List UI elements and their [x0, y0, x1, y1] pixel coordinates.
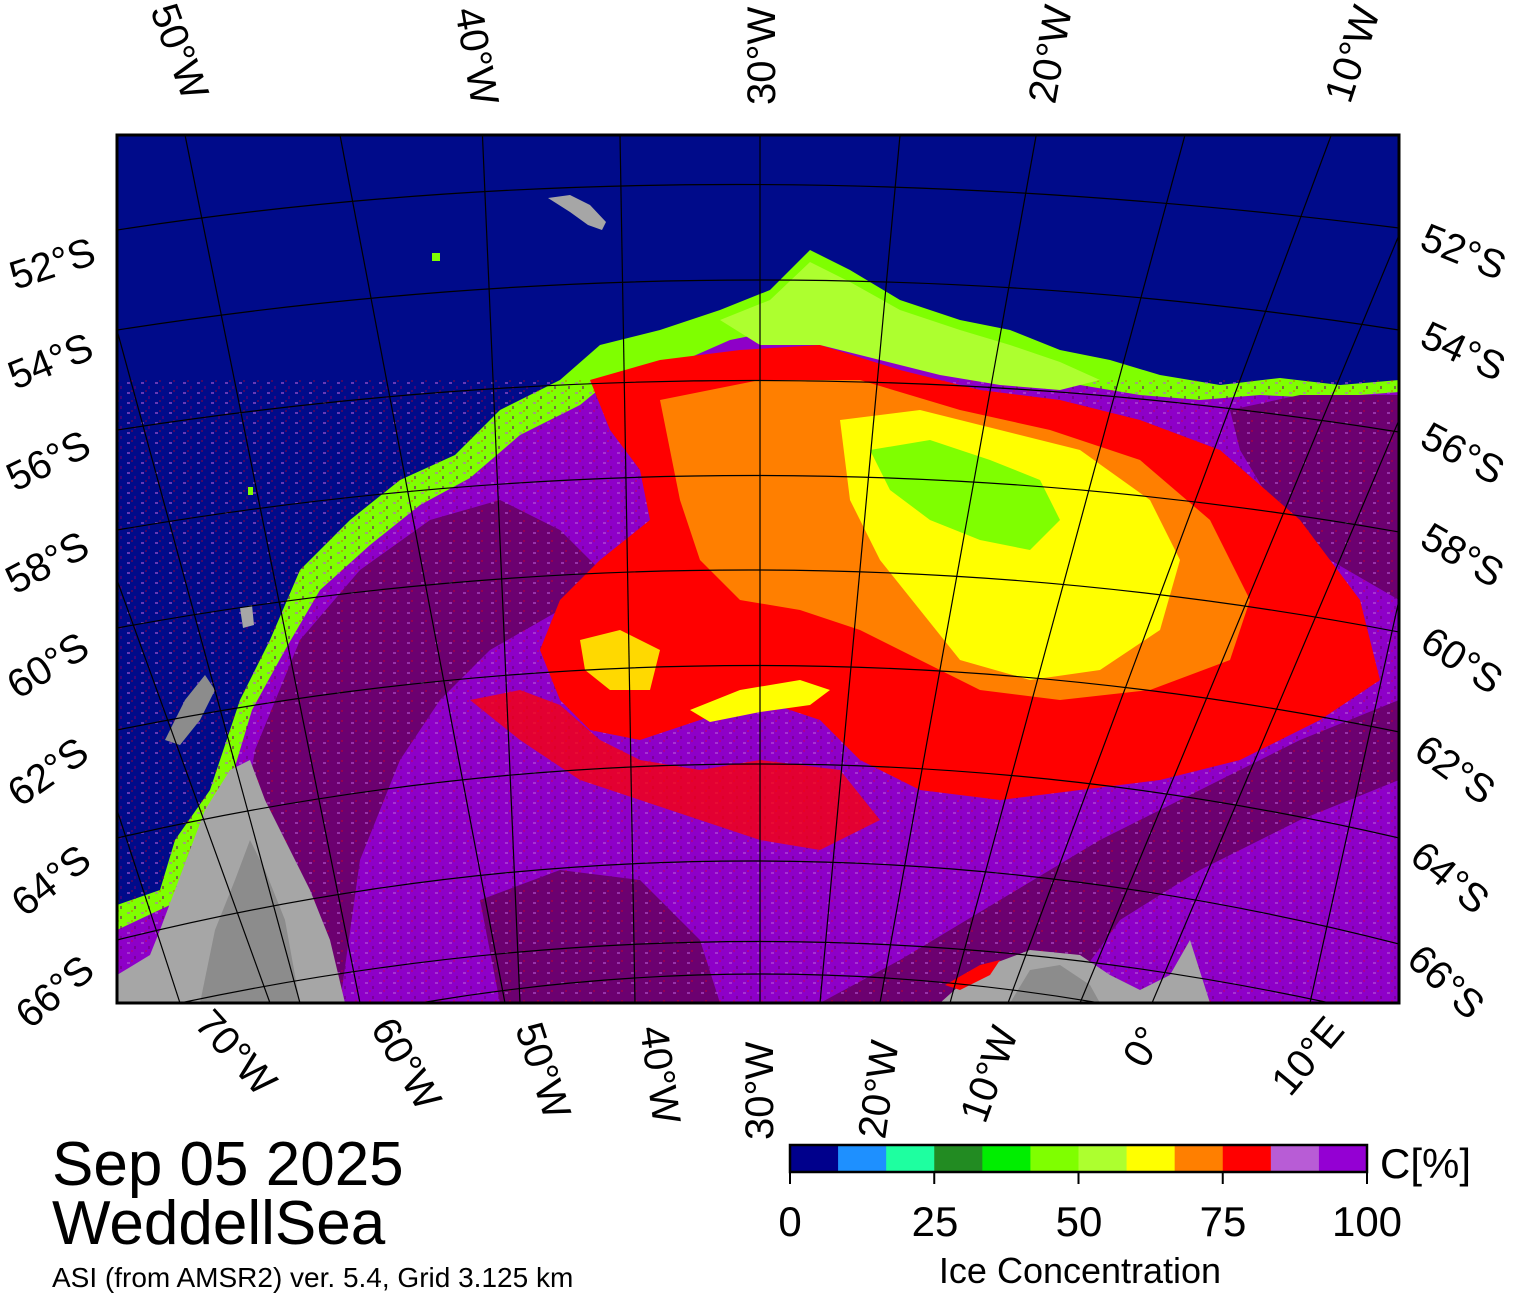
island-small	[432, 253, 440, 261]
parallel-52s	[117, 183, 1399, 231]
parallel-54s	[117, 279, 1399, 331]
parallel-60s	[117, 569, 1399, 633]
lon-label-top: 10°W	[1317, 1, 1389, 108]
meridian-5w	[1079, 234, 1399, 1003]
lon-label-bottom: 20°W	[850, 1038, 907, 1142]
lat-label-left: 62°S	[0, 729, 97, 815]
colorbar-swatch	[838, 1145, 887, 1172]
lon-label-bottom: 40°W	[631, 1023, 688, 1127]
meridian-35w	[619, 135, 636, 1003]
island-dot	[248, 487, 253, 495]
ice-low-zone	[870, 440, 1060, 550]
island-west	[240, 605, 254, 628]
lat-label-right: 62°S	[1407, 727, 1503, 814]
parallel-68s	[179, 940, 1331, 1003]
colorbar-swatch	[1078, 1145, 1128, 1172]
colorbar-tick-label: 75	[1199, 1198, 1247, 1245]
meridian-25w	[819, 135, 901, 1003]
lat-label-left: 54°S	[2, 325, 99, 398]
colorbar-swatch	[886, 1145, 935, 1172]
colorbar-swatch	[790, 1145, 839, 1172]
meridian-40w-top	[481, 135, 521, 1003]
lon-label-bottom: 10°E	[1263, 1009, 1353, 1104]
lat-label-left: 56°S	[0, 422, 97, 500]
colorbar-swatch	[1174, 1145, 1224, 1172]
meridian-80w	[117, 809, 181, 1003]
date-title: Sep 05 2025	[52, 1130, 404, 1199]
colorbar-unit: C[%]	[1380, 1140, 1472, 1187]
colorbar-tick-label: 50	[1055, 1198, 1103, 1245]
south-georgia-land	[548, 195, 606, 230]
lat-label-right: 52°S	[1415, 216, 1512, 289]
colorbar-tick-label: 0	[778, 1198, 802, 1245]
ice-85-southwest	[470, 690, 880, 850]
parallel-64s	[117, 763, 1399, 839]
parallel-62s	[117, 664, 1399, 733]
lat-label-right: 58°S	[1414, 515, 1511, 597]
lat-label-right: 66°S	[1399, 936, 1493, 1028]
colorbar-swatch	[1318, 1145, 1368, 1172]
lon-label-bottom: 0°	[1115, 1019, 1172, 1074]
colorbar	[788, 1143, 1369, 1184]
coast-interior	[1010, 965, 1100, 1003]
graticule	[117, 135, 1399, 1003]
lon-label-bottom: 10°W	[952, 1020, 1027, 1128]
colorbar-swatch	[1030, 1145, 1079, 1172]
lon-label-bottom: 50°W	[506, 1017, 578, 1124]
ice-75-west	[580, 630, 660, 690]
lat-label-left: 58°S	[0, 523, 96, 603]
lat-label-left: 52°S	[4, 230, 101, 299]
colorbar-swatch	[1126, 1145, 1176, 1172]
lat-label-right: 60°S	[1413, 619, 1510, 703]
map-frame	[115, 133, 1401, 1005]
ice-edge-north	[720, 262, 1100, 390]
lat-label-right: 56°S	[1414, 414, 1512, 494]
colorbar-swatch	[1270, 1145, 1320, 1172]
lon-label-top: 50°W	[142, 0, 217, 106]
lat-label-right: 64°S	[1402, 833, 1497, 923]
lat-label-left: 64°S	[3, 837, 99, 925]
map-field	[117, 135, 1399, 1003]
lon-label-top: 40°W	[446, 4, 506, 109]
meridian-70w	[117, 579, 271, 1003]
peninsula-interior	[200, 840, 300, 1003]
lon-label-bottom: 60°W	[362, 1011, 449, 1118]
meridian-0	[1151, 419, 1399, 1003]
meridian-60w	[117, 329, 301, 1003]
meridian-50w-top	[184, 135, 361, 1003]
lat-label-left: 66°S	[8, 947, 103, 1037]
meridian-45w	[339, 135, 506, 1003]
lat-label-left: 60°S	[0, 624, 97, 708]
lon-label-top: 30°W	[740, 7, 784, 105]
colorbar-swatch	[982, 1145, 1031, 1172]
region-title: WeddellSea	[52, 1189, 386, 1258]
parallel-56s	[117, 379, 1399, 433]
product-info: ASI (from AMSR2) ver. 5.4, Grid 3.125 km	[52, 1262, 574, 1293]
antarctic-coast-east	[940, 940, 1210, 1003]
lon-label-bottom: 30°W	[738, 1042, 782, 1140]
lon-label-bottom: 70°W	[186, 1002, 285, 1105]
south-orkney-land	[165, 675, 215, 745]
meridian-20w-top	[879, 135, 1037, 1003]
coast-ice-fringe	[945, 960, 1000, 990]
meridian-15w	[949, 135, 1186, 1003]
colorbar-tick-label: 25	[911, 1198, 959, 1245]
parallel-58s	[117, 474, 1399, 533]
lon-label-top: 20°W	[1021, 2, 1081, 107]
meridian-10e	[1309, 599, 1399, 1003]
colorbar-tick-label: 100	[1331, 1198, 1403, 1245]
colorbar-swatch	[934, 1145, 983, 1172]
meridian-10w-top	[1007, 135, 1332, 1003]
lat-label-right: 54°S	[1414, 313, 1512, 390]
parallel-66s	[117, 860, 1399, 945]
colorbar-swatch	[1222, 1145, 1272, 1172]
colorbar-title: Ice Concentration	[938, 1250, 1222, 1291]
